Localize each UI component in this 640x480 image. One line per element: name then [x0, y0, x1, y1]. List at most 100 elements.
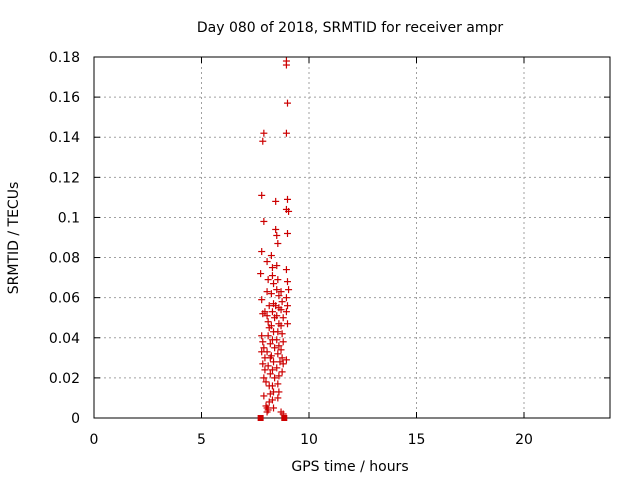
data-point	[257, 270, 265, 278]
data-point	[273, 262, 281, 270]
data-point	[272, 197, 280, 205]
y-tick-label: 0.06	[49, 291, 80, 307]
x-tick-label: 20	[515, 432, 533, 448]
data-point	[282, 129, 290, 137]
data-point	[274, 240, 282, 248]
data-point	[261, 366, 269, 374]
zero-marker	[257, 415, 264, 421]
data-point	[271, 374, 279, 382]
grid-lines	[94, 57, 610, 418]
chart-title: Day 080 of 2018, SRMTID for receiver amp…	[197, 20, 504, 36]
data-point	[258, 332, 266, 340]
data-point	[278, 330, 286, 338]
data-point	[258, 248, 266, 256]
y-tick-label: 0	[71, 411, 80, 427]
data-point	[260, 129, 268, 137]
data-point	[284, 302, 291, 310]
data-point	[264, 318, 272, 326]
data-point	[263, 312, 271, 320]
y-tick-label: 0.02	[49, 371, 80, 387]
x-tick-label: 10	[300, 432, 318, 448]
data-point	[266, 340, 274, 348]
data-point	[274, 380, 282, 388]
data-point	[259, 360, 267, 368]
data-point	[267, 290, 275, 298]
data-point	[268, 382, 276, 390]
data-point	[267, 252, 275, 260]
data-point	[274, 350, 282, 358]
data-point	[275, 292, 283, 300]
data-point	[278, 368, 286, 376]
data-point	[273, 312, 281, 320]
x-axis-label: GPS time / hours	[291, 459, 408, 475]
data-point	[285, 286, 293, 294]
data-point	[284, 320, 291, 328]
data-point	[263, 258, 271, 266]
data-point	[268, 396, 276, 404]
data-point	[282, 308, 290, 316]
data-point	[274, 328, 282, 336]
data-point	[258, 191, 266, 199]
data-point	[270, 358, 278, 366]
data-point	[273, 336, 281, 344]
data-point	[259, 137, 267, 145]
x-tick-label: 0	[90, 432, 99, 448]
data-point	[259, 338, 267, 346]
data-point	[273, 231, 281, 239]
y-tick-label: 0.04	[49, 331, 80, 347]
data-point	[264, 332, 272, 340]
data-point	[279, 314, 287, 322]
data-point	[285, 207, 293, 215]
data-point	[275, 342, 283, 350]
data-point	[268, 272, 276, 280]
data-point	[260, 374, 268, 382]
data-point	[267, 352, 275, 360]
x-tick-label: 15	[408, 432, 426, 448]
data-point	[270, 404, 278, 412]
y-tick-label: 0.08	[49, 251, 80, 267]
data-point	[268, 308, 276, 316]
zero-marker	[281, 415, 288, 421]
data-point	[282, 294, 290, 302]
data-point	[268, 366, 276, 374]
data-point	[260, 392, 268, 400]
data-point	[264, 276, 272, 284]
data-point	[263, 348, 271, 356]
data-point	[277, 306, 285, 314]
data-point	[264, 362, 272, 370]
data-point	[279, 360, 287, 368]
data-point	[275, 372, 283, 380]
data-point	[273, 364, 281, 372]
x-tick-label: 5	[197, 432, 206, 448]
data-point	[277, 288, 285, 296]
data-point	[273, 286, 281, 294]
data-point	[275, 388, 283, 396]
data-point	[260, 344, 268, 352]
data-point	[266, 370, 274, 378]
data-point	[274, 276, 282, 284]
y-tick-label: 0.1	[58, 210, 80, 226]
data-point	[263, 288, 271, 296]
axes: 0 0.02 0.04 0.06 0.08 0.1 0.12 0.14 0.16 0.18 0 5 10…	[49, 50, 610, 448]
data-point	[278, 298, 286, 306]
data-point	[282, 266, 290, 274]
data-point	[282, 61, 290, 69]
data-point	[270, 280, 278, 288]
data-point	[284, 195, 291, 203]
data-point	[284, 278, 291, 286]
data-point	[277, 322, 285, 330]
data-point	[261, 308, 269, 316]
data-point	[258, 296, 266, 304]
y-tick-label: 0.16	[49, 90, 80, 106]
y-tick-label: 0.12	[49, 170, 80, 186]
data-point	[278, 354, 286, 362]
data-point	[264, 406, 272, 414]
data-point	[268, 264, 276, 272]
y-tick-label: 0.18	[49, 50, 80, 66]
data-point	[265, 302, 273, 310]
data-point	[267, 322, 275, 330]
data-point	[284, 99, 291, 107]
data-point	[279, 338, 287, 346]
y-tick-label: 0.14	[49, 130, 80, 146]
